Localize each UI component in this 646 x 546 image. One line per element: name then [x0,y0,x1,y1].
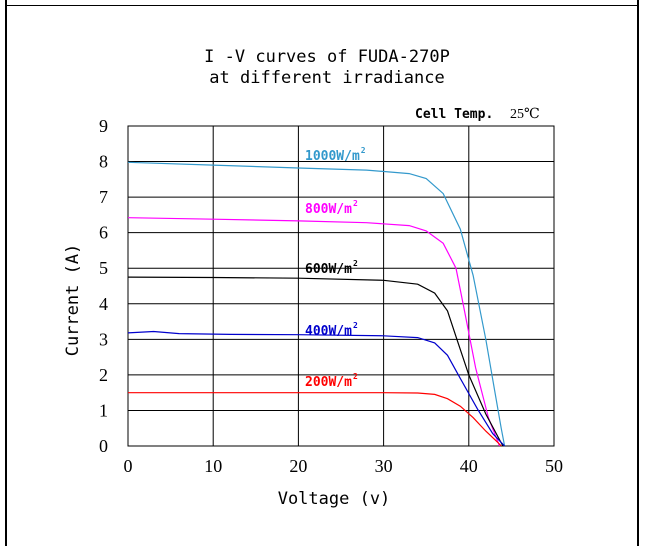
y-tick-label-8: 8 [99,152,108,172]
frame-top-border [5,5,639,6]
y-tick-label-5: 5 [99,258,108,278]
cell-temp-value: 25℃ [510,107,540,122]
x-tick-label-20: 20 [289,456,307,476]
y-axis-label: Current (A) [63,244,83,357]
chart-title-line1: I -V curves of FUDA-270P [204,47,450,67]
y-tick-label-7: 7 [99,187,108,207]
plot-area-border [127,125,555,447]
series-line-400wm [127,330,506,447]
series-line-800wm [127,217,501,447]
series-label-sup-400wm: 2 [353,321,358,330]
series-label-400wm: 400W/m [305,324,352,339]
x-tick-label-30: 30 [375,456,393,476]
y-tick-label-4: 4 [99,294,108,314]
series-label-sup-200wm: 2 [353,372,358,381]
y-tick-label-1: 1 [99,400,108,420]
x-tick-label-10: 10 [204,456,222,476]
series-line-200wm [128,392,502,447]
frame-left-border [5,0,7,546]
series-label-sup-800wm: 2 [353,199,358,208]
x-tick-label-0: 0 [124,456,133,476]
x-tick-label-50: 50 [545,456,563,476]
series-line-600wm [127,276,504,447]
y-tick-label-6: 6 [99,223,108,243]
series-label-800wm: 800W/m [305,202,352,217]
series-label-sup-600wm: 2 [353,259,358,268]
frame-right-border [637,0,639,546]
series-line-1000wm [127,161,506,447]
grid-layer [127,125,555,447]
chart-title-line2: at different irradiance [209,68,444,88]
y-tick-label-2: 2 [99,365,108,385]
series-label-sup-1000wm: 2 [361,146,366,155]
x-axis-label: Voltage (v) [278,489,391,509]
cell-temp-label: Cell Temp. [415,107,493,122]
y-tick-label-3: 3 [99,329,108,349]
series-label-600wm: 600W/m [305,262,352,277]
y-tick-label-0: 0 [99,436,108,456]
tick-layer: 0 10 20 30 40 50 0 1 2 3 4 5 6 7 8 9 [99,116,563,476]
series-label-1000wm: 1000W/m [305,149,360,164]
y-tick-label-9: 9 [99,116,108,136]
x-tick-label-40: 40 [460,456,478,476]
series-label-200wm: 200W/m [305,375,352,390]
